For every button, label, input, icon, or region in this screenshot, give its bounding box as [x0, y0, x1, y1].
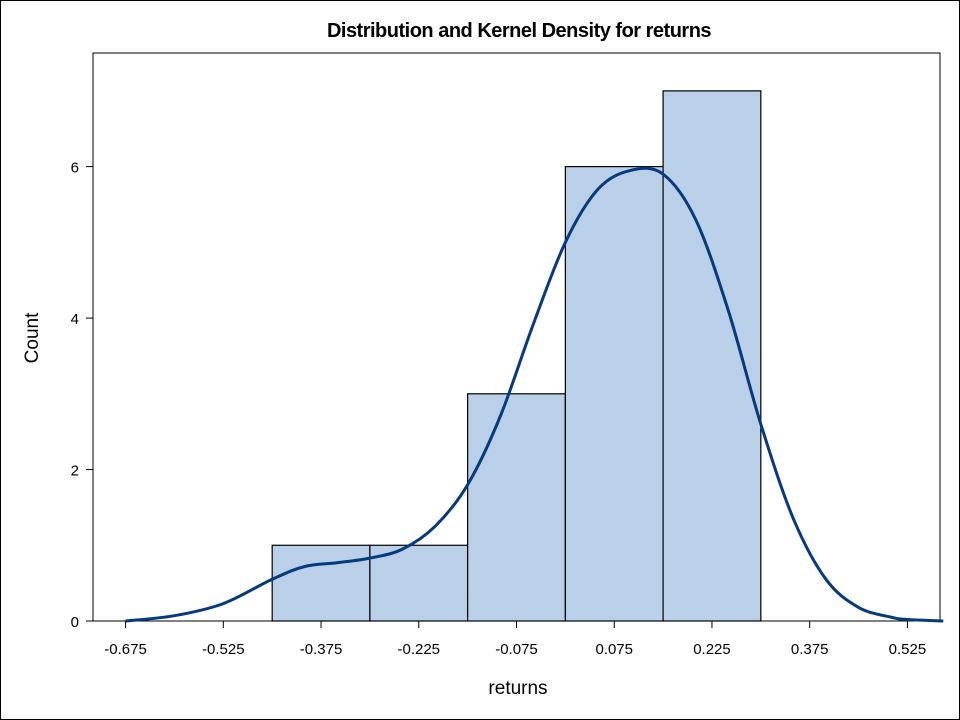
histogram-bars	[271, 90, 762, 622]
histogram-bar-1	[271, 544, 371, 622]
x-tick-label: 0.075	[595, 641, 633, 658]
x-tick-label: 0.375	[791, 641, 829, 658]
y-axis-label: Count	[22, 312, 43, 363]
histogram-bar-3	[467, 393, 566, 622]
x-axis-ticks: -0.675 -0.525 -0.375 -0.225 -0.075 0.075 0.225…	[104, 621, 926, 658]
y-tick-label: 2	[71, 463, 79, 480]
x-tick-label: -0.675	[104, 641, 147, 658]
x-tick-label: -0.525	[202, 641, 245, 658]
density-curve-line	[125, 166, 944, 623]
y-tick-label: 6	[71, 160, 79, 177]
chart-title: Distribution and Kernel Density for retu…	[327, 20, 711, 42]
x-axis-label: returns	[488, 678, 547, 699]
y-axis-ticks: 0 2 4 6	[71, 160, 93, 631]
x-tick-label: 0.525	[889, 641, 927, 658]
x-tick-label: -0.375	[300, 641, 343, 658]
histogram-bar-2	[369, 544, 469, 622]
x-tick-label: -0.075	[495, 641, 538, 658]
y-tick-label: 0	[71, 614, 79, 631]
y-tick-label: 4	[71, 311, 79, 328]
histogram-bar-4	[564, 166, 664, 622]
histogram-bar-5	[662, 90, 762, 622]
x-tick-label: -0.225	[397, 641, 440, 658]
density-curve-group	[125, 166, 944, 623]
x-tick-label: 0.225	[693, 641, 731, 658]
